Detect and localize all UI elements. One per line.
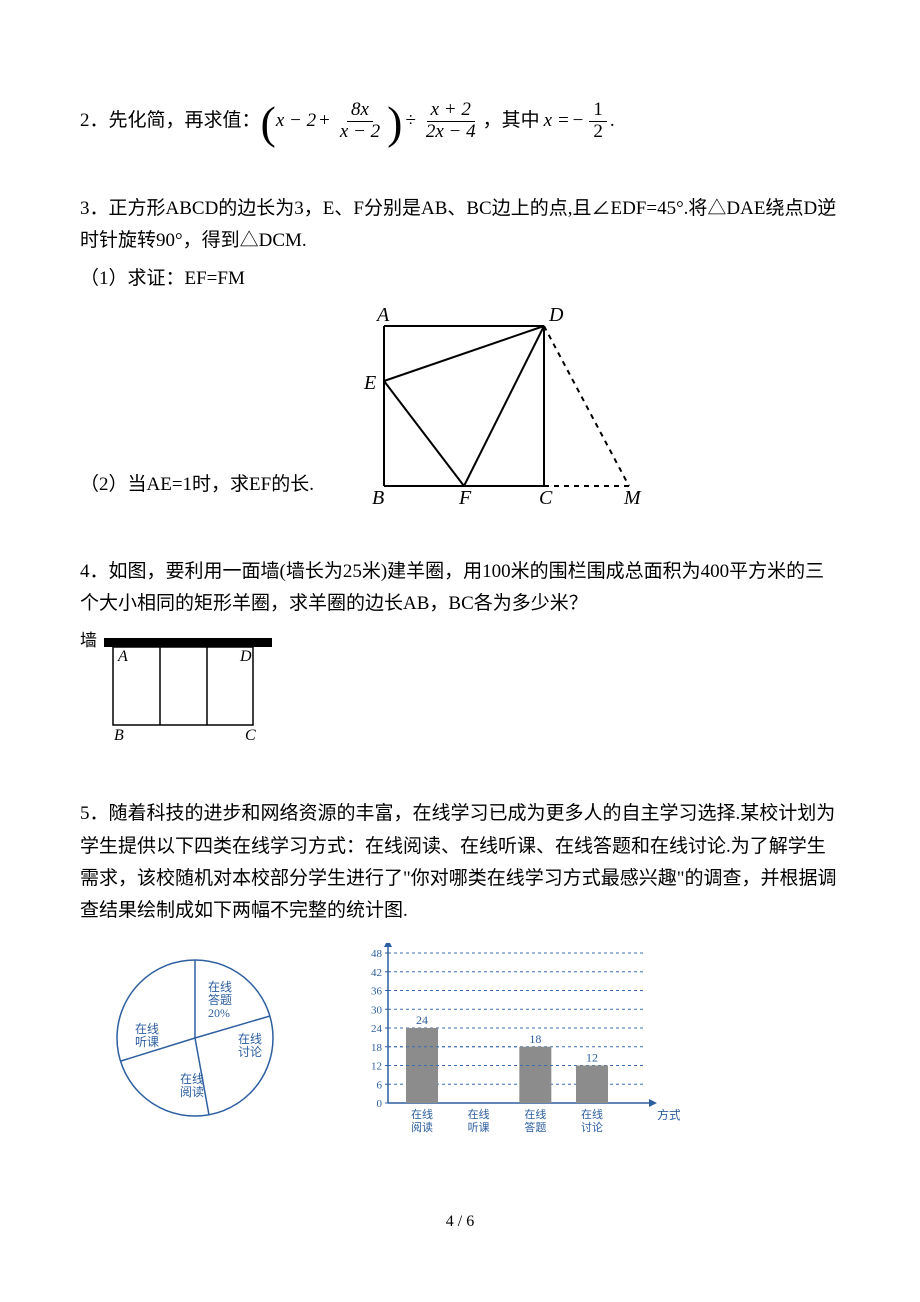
svg-text:答题: 答题 [524, 1120, 546, 1134]
svg-text:在线答题20%: 在线答题20% [208, 980, 232, 1020]
label-c: C [539, 487, 553, 506]
geometry-figure: A D E B F C M [344, 296, 674, 506]
label-wall: 墙 [80, 631, 97, 650]
plus-op: + [319, 105, 330, 137]
svg-text:12: 12 [586, 1051, 598, 1065]
problem-text: 如图，要利用一面墙(墙长为25米)建羊圈，用100米的围栏围成总面积为400平方… [80, 561, 824, 614]
problem-2: 2． 先化简，再求值： ( x − 2 + 8x x − 2 ) ÷ x + 2… [80, 100, 840, 143]
problem-3: 3．正方形ABCD的边长为3，E、F分别是AB、BC边上的点,且∠EDF=45°… [80, 193, 840, 506]
term-x-minus-2: x − 2 [276, 105, 316, 137]
svg-text:在线: 在线 [524, 1107, 546, 1121]
svg-text:听课: 听课 [468, 1121, 490, 1134]
svg-text:0: 0 [377, 1098, 383, 1110]
svg-text:在线阅读: 在线阅读 [180, 1072, 204, 1099]
svg-text:18: 18 [371, 1042, 383, 1054]
problem-3-sub1: （1）求证：EF=FM [80, 263, 840, 295]
frac-half: 1 2 [589, 100, 607, 143]
label-a: A [375, 304, 390, 326]
problem-3-figure-row: （2）当AE=1时，求EF的长. A D E B F C [80, 296, 840, 506]
svg-text:在线听课: 在线听课 [135, 1022, 159, 1049]
comma-text: ，其中 [483, 105, 540, 137]
problem-3-sub2: （2）当AE=1时，求EF的长. [80, 469, 314, 501]
svg-text:36: 36 [371, 986, 383, 998]
svg-text:42: 42 [371, 967, 382, 979]
label-e: E [363, 372, 376, 394]
frac-x2-over-2x4: x + 2 2x − 4 [422, 100, 480, 143]
problem-4: 4．如图，要利用一面墙(墙长为25米)建羊圈，用100米的围栏围成总面积为400… [80, 556, 840, 749]
charts-row: 在线答题20% 在线讨论 在线阅读 在线听课 06121824303642482… [80, 943, 840, 1153]
svg-text:讨论: 讨论 [581, 1120, 603, 1134]
problem-lead: 先化简，再求值： [109, 105, 261, 137]
svg-text:阅读: 阅读 [411, 1120, 433, 1134]
bar-chart: 061218243036424824在线阅读在线听课18在线答题12在线讨论方式 [350, 943, 680, 1153]
label-b4: B [114, 727, 124, 744]
label-d: D [548, 304, 564, 326]
svg-text:24: 24 [416, 1013, 428, 1027]
label-b: B [372, 487, 384, 506]
problem-number: 3． [80, 198, 109, 219]
pie-chart: 在线答题20% 在线讨论 在线阅读 在线听课 [80, 943, 310, 1133]
svg-text:6: 6 [377, 1080, 383, 1092]
page-number: 4 / 6 [80, 1213, 840, 1231]
wall-figure: 墙 A D B C [80, 628, 840, 748]
svg-text:方式: 方式 [657, 1107, 680, 1122]
svg-text:24: 24 [371, 1023, 383, 1035]
right-paren: ) [387, 105, 402, 142]
div-op: ÷ [405, 105, 415, 137]
svg-text:30: 30 [371, 1005, 383, 1017]
problem-number: 5． [80, 803, 109, 824]
svg-text:48: 48 [371, 948, 383, 960]
svg-text:在线: 在线 [468, 1107, 490, 1121]
svg-text:在线: 在线 [581, 1107, 603, 1121]
problem-number: 4． [80, 561, 109, 582]
x-eq: x = [544, 105, 570, 137]
label-a4: A [117, 648, 128, 665]
svg-text:18: 18 [529, 1032, 541, 1046]
svg-text:12: 12 [371, 1061, 382, 1073]
problem-number: 2． [80, 105, 109, 137]
svg-text:在线讨论: 在线讨论 [238, 1032, 262, 1059]
svg-text:在线: 在线 [411, 1107, 433, 1121]
frac-8x-over-x-2: 8x x − 2 [336, 100, 384, 143]
period: . [610, 105, 615, 137]
label-d4: D [239, 648, 252, 665]
label-f: F [458, 487, 472, 506]
label-m: M [623, 487, 642, 506]
problem-2-line: 2． 先化简，再求值： ( x − 2 + 8x x − 2 ) ÷ x + 2… [80, 100, 840, 143]
neg-op: − [573, 105, 584, 137]
problem-5: 5．随着科技的进步和网络资源的丰富，在线学习已成为更多人的自主学习选择.某校计划… [80, 798, 840, 1153]
left-paren: ( [261, 105, 276, 142]
problem-text: 正方形ABCD的边长为3，E、F分别是AB、BC边上的点,且∠EDF=45°.将… [80, 198, 836, 251]
problem-text: 随着科技的进步和网络资源的丰富，在线学习已成为更多人的自主学习选择.某校计划为学… [80, 803, 837, 921]
label-c4: C [245, 727, 256, 744]
